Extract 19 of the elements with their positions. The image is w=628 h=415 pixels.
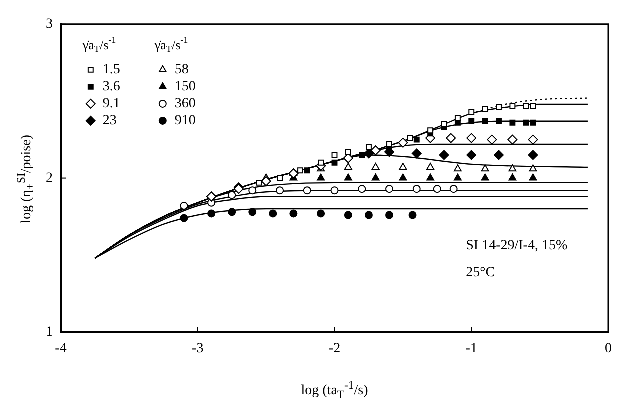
x-tick-label: -4 (55, 341, 67, 356)
legend-label: 3.6 (102, 80, 120, 95)
y-tick-label: 2 (46, 170, 53, 186)
x-tick-label: -1 (466, 341, 478, 356)
legend-label: 360 (174, 96, 196, 112)
legend-label: 1.5 (102, 62, 120, 78)
x-tick-label: -2 (328, 341, 341, 356)
y-tick-label: 3 (46, 17, 53, 32)
legend-label: 58 (174, 62, 189, 78)
legend-label: 910 (174, 114, 196, 129)
annotation: SI 14-29/I-4, 15% (466, 238, 568, 254)
y-tick-label: 1 (46, 324, 53, 340)
x-axis-title: log (ta$_{T}$$^{-1}$/s) (300, 379, 370, 402)
x-tick-label: -3 (192, 341, 204, 356)
x-tick-label: 0 (605, 341, 612, 356)
legend-label: 23 (102, 114, 117, 129)
legend-label: 9.1 (102, 96, 120, 112)
annotation: 25°C (466, 266, 496, 281)
legend-label: 150 (174, 80, 196, 95)
